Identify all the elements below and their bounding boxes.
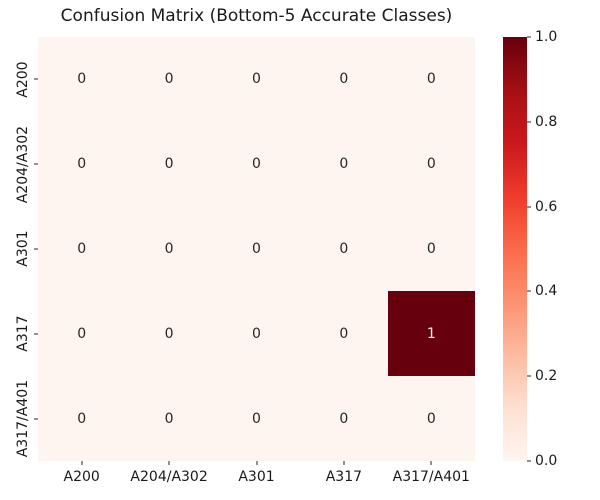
x-tick-mark xyxy=(81,461,83,465)
heatmap-cell: 0 xyxy=(212,121,301,207)
heatmap-cell: 0 xyxy=(300,121,388,207)
heatmap-cell: 0 xyxy=(125,121,213,207)
heatmap-cell: 0 xyxy=(125,37,213,122)
heatmap-cell: 0 xyxy=(387,121,475,207)
colorbar-tick-mark xyxy=(527,375,531,377)
y-tick-mark xyxy=(34,418,38,420)
colorbar-tick-label: 0.0 xyxy=(535,453,558,469)
heatmap-cell: 0 xyxy=(38,121,126,207)
chart-title: Confusion Matrix (Bottom-5 Accurate Clas… xyxy=(60,6,453,26)
x-tick-label: A317/A401 xyxy=(392,469,470,485)
y-tick-mark xyxy=(34,333,38,335)
heatmap-cell: 1 xyxy=(387,291,475,377)
x-tick-label: A317 xyxy=(325,469,363,485)
colorbar-tick-label: 0.8 xyxy=(535,113,558,130)
colorbar-tick-mark xyxy=(527,290,531,292)
heatmap-cell: 0 xyxy=(300,206,388,292)
heatmap-cell: 0 xyxy=(125,206,213,292)
heatmap-cell: 0 xyxy=(38,206,126,292)
y-tick-label-text: A317 xyxy=(15,315,31,352)
x-tick-label: A204/A302 xyxy=(130,469,208,485)
y-tick-label-text: A317/A401 xyxy=(15,379,31,458)
x-tick-mark xyxy=(168,461,170,465)
heatmap-cell: 0 xyxy=(212,37,301,122)
y-tick-mark xyxy=(34,163,38,165)
y-tick-label-text: A301 xyxy=(15,230,31,268)
colorbar xyxy=(503,37,527,461)
x-axis: A200 A204/A302 A301 A317 A317/A401 xyxy=(38,461,475,491)
heatmap-cell: 0 xyxy=(212,376,301,461)
heatmap-cell: 0 xyxy=(38,291,126,377)
heatmap-cell: 0 xyxy=(125,291,213,377)
x-tick-mark xyxy=(343,461,345,465)
heatmap-cell: 0 xyxy=(300,291,388,377)
y-tick-mark xyxy=(34,248,38,250)
y-tick-label-text: A204/A302 xyxy=(15,125,31,203)
y-tick-mark xyxy=(34,78,38,80)
heatmap-cell: 0 xyxy=(38,37,126,122)
colorbar-tick-label: 1.0 xyxy=(535,29,558,45)
heatmap-cell: 0 xyxy=(387,206,475,292)
x-tick-label: A301 xyxy=(238,469,275,485)
colorbar-tick-label: 0.2 xyxy=(535,368,558,385)
colorbar-tick-label: 0.4 xyxy=(535,283,558,300)
heatmap-cell: 0 xyxy=(387,376,475,461)
colorbar-tick-mark xyxy=(527,206,531,208)
heatmap-cell: 0 xyxy=(212,206,301,292)
heatmap-cell: 0 xyxy=(212,291,301,377)
heatmap-cell: 0 xyxy=(387,37,475,122)
colorbar-axis: 0.0 0.2 0.4 0.6 0.8 1.0 xyxy=(527,29,587,469)
x-tick-mark xyxy=(430,461,432,465)
y-axis: A200 A204/A302 A301 A317 A317/A401 xyxy=(0,37,38,461)
y-tick-label-text: A200 xyxy=(15,61,31,98)
heatmap-cell: 0 xyxy=(300,37,388,122)
x-tick-label: A200 xyxy=(63,469,100,485)
heatmap-cell: 0 xyxy=(300,376,388,461)
colorbar-tick-mark xyxy=(527,36,531,38)
heatmap-cell: 0 xyxy=(125,376,213,461)
colorbar-tick-label: 0.6 xyxy=(535,198,558,215)
colorbar-tick-mark xyxy=(527,121,531,123)
heatmap-cell: 0 xyxy=(38,376,126,461)
x-tick-mark xyxy=(256,461,257,465)
colorbar-tick-mark xyxy=(527,460,531,462)
